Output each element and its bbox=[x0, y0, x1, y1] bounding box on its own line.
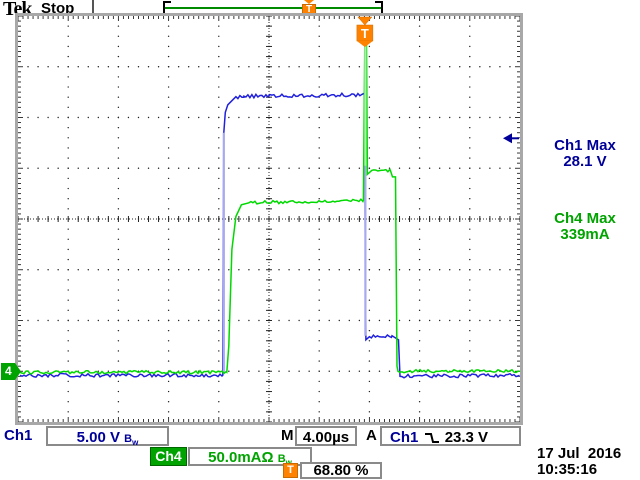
timebase-value: 4.00µs bbox=[302, 429, 350, 446]
ch1-scale-value: 5.00 V bbox=[76, 429, 120, 446]
trigger-position-value: 68.80 % bbox=[313, 462, 369, 479]
trace-ch4 bbox=[19, 28, 520, 375]
measurement-ch1-max-value: 28.1 V bbox=[563, 153, 607, 170]
measurement-ch1-max: Ch1 Max 28.1 V bbox=[536, 138, 634, 170]
bandwidth-limit-icon-ch4: Bw bbox=[277, 453, 292, 467]
ch1-channel-label: Ch1 bbox=[4, 427, 33, 444]
trace-ch1 bbox=[19, 92, 520, 379]
measurement-ch4-max-value: 339mA bbox=[560, 226, 610, 243]
ch1-scale-box: 5.00 V Bw bbox=[46, 426, 169, 448]
falling-edge-icon bbox=[424, 433, 439, 443]
measurement-ch4-max: Ch4 Max 339mA bbox=[536, 211, 634, 243]
trigger-readout-box: Ch1 23.3 V bbox=[380, 426, 521, 446]
header-divider bbox=[92, 0, 94, 13]
acquisition-status: Stop bbox=[41, 0, 75, 17]
svg-text:T: T bbox=[361, 26, 369, 41]
measurement-ch4-max-label: Ch4 Max bbox=[554, 210, 616, 227]
ch4-scale-value: 50.0mAΩ bbox=[208, 449, 274, 466]
timebase-label: M bbox=[281, 427, 294, 444]
timebase-box: 4.00µs bbox=[295, 426, 357, 446]
ch4-ground-marker: 4 bbox=[1, 363, 21, 380]
time-label: 10:35:16 bbox=[537, 461, 598, 478]
trigger-source-label: A bbox=[366, 427, 377, 444]
trigger-marker-arrow-icon bbox=[304, 0, 314, 4]
date-label: 17 Jul 2016 bbox=[537, 445, 622, 462]
ch4-channel-badge: Ch4 bbox=[150, 447, 187, 466]
trigger-level-value: 23.3 V bbox=[444, 429, 489, 446]
trigger-position-icon: T bbox=[283, 463, 298, 478]
trigger-source-value: Ch1 bbox=[390, 429, 419, 446]
record-length-line bbox=[165, 7, 381, 9]
scope-canvas: T bbox=[18, 16, 520, 422]
trigger-position-box: 68.80 % bbox=[300, 462, 382, 479]
scope-display: T bbox=[15, 13, 523, 425]
trigger-position-flag-arrow-icon bbox=[357, 16, 373, 26]
trigger-level-arrow-icon bbox=[503, 133, 512, 144]
measurement-ch1-max-label: Ch1 Max bbox=[554, 137, 616, 154]
ch4-scale-box: 50.0mAΩ Bw bbox=[188, 447, 312, 467]
bandwidth-limit-icon: Bw bbox=[124, 433, 139, 448]
